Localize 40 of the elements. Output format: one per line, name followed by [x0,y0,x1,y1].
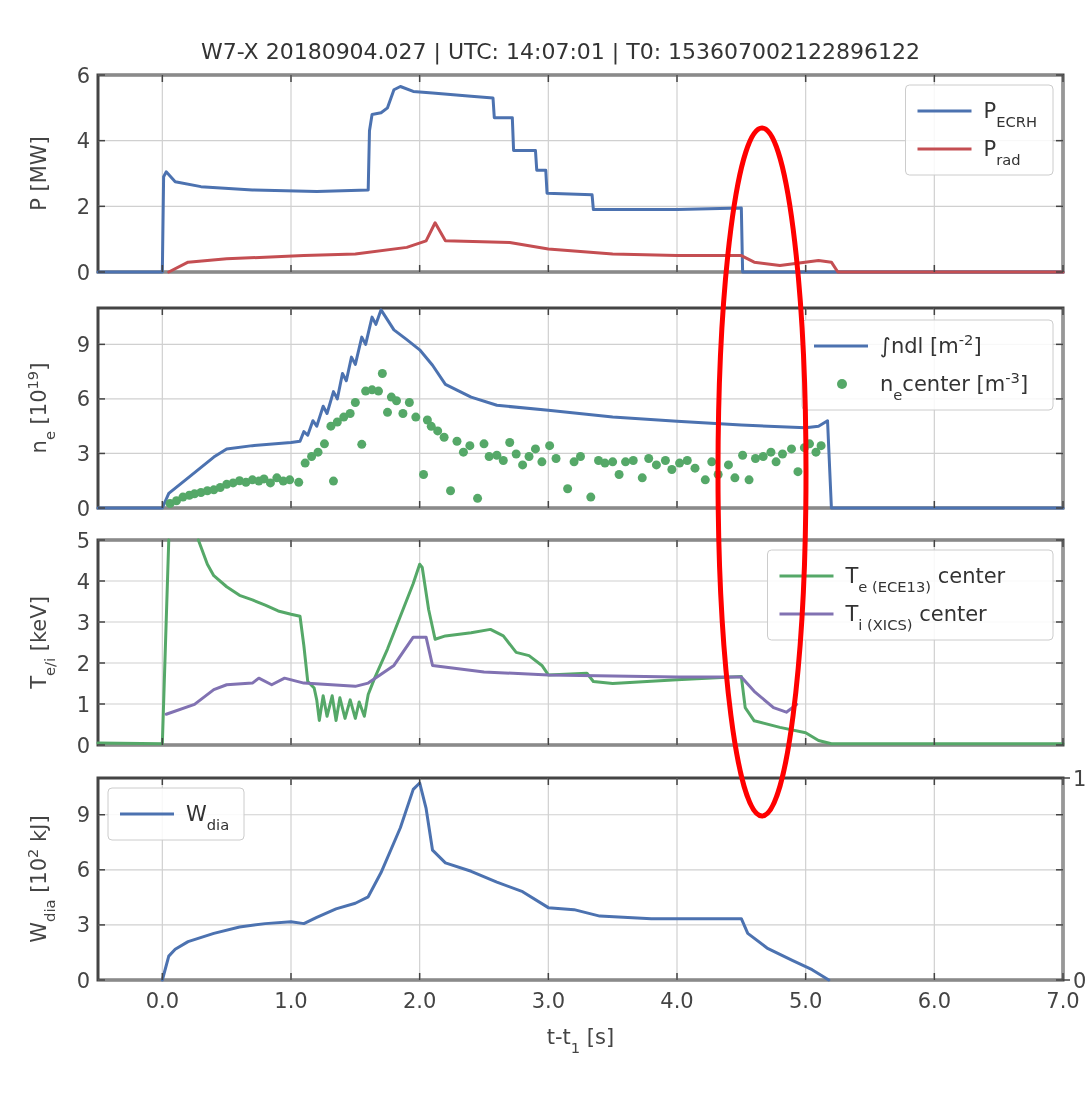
y-tick-label: 6 [76,387,90,412]
y-tick-label: 5 [76,528,90,553]
y-tick-label: 4 [76,129,90,154]
y-tick-label: 9 [76,803,90,828]
legend-label: T$_{i (XICS)}$ center [844,602,988,633]
y-tick-label: 3 [76,913,90,938]
y-tick-label: 2 [76,651,90,676]
legend-label: n$_{e}$center [m$^{-3}$] [880,368,1029,403]
legend-label: ∫ndl [m$^{-2}$] [880,330,982,359]
y-tick-label: 1 [76,692,90,717]
line-series [164,635,799,716]
legend-label: P$_{rad}$ [983,137,1021,168]
line-series [167,221,1065,274]
y-tick-label: 2 [76,194,90,219]
y-tick-label: 4 [76,569,90,594]
y2-tick-label: 1 [1073,766,1087,791]
y-axis-title: P [MW] [27,136,51,211]
x-tick-label: 4.0 [660,989,694,1013]
chart-title: W7-X 20180904.027 | UTC: 14:07:01 | T0: 153607002122896122 [200,39,921,65]
y-tick-label: 0 [76,260,90,285]
x-tick-label: 6.0 [917,989,952,1013]
x-tick-label: 5.0 [788,989,823,1013]
y-tick-label: 0 [76,733,90,758]
y-tick-label: 3 [76,610,90,635]
x-tick-label: 0.0 [145,989,180,1013]
y-tick-label: 3 [76,442,90,467]
legend-label: T$_{e (ECE13)}$ center [844,564,1006,595]
legend-label: P$_{ECRH}$ [983,99,1037,130]
y-tick-label: 6 [76,63,90,88]
x-tick-label: 1.0 [274,989,308,1013]
x-tick-label: 3.0 [531,989,566,1013]
line-series [96,308,1065,510]
x-tick-label: 2.0 [402,989,437,1013]
y-tick-label: 0 [76,496,90,521]
y-tick-label: 9 [76,332,90,357]
y-tick-label: 0 [76,968,90,993]
y-tick-label: 6 [76,858,90,883]
line-series [160,781,831,982]
x-axis-title: t-t$_{1}$ [s] [546,1025,615,1056]
legend-label: W$_{dia}$ [186,802,230,833]
